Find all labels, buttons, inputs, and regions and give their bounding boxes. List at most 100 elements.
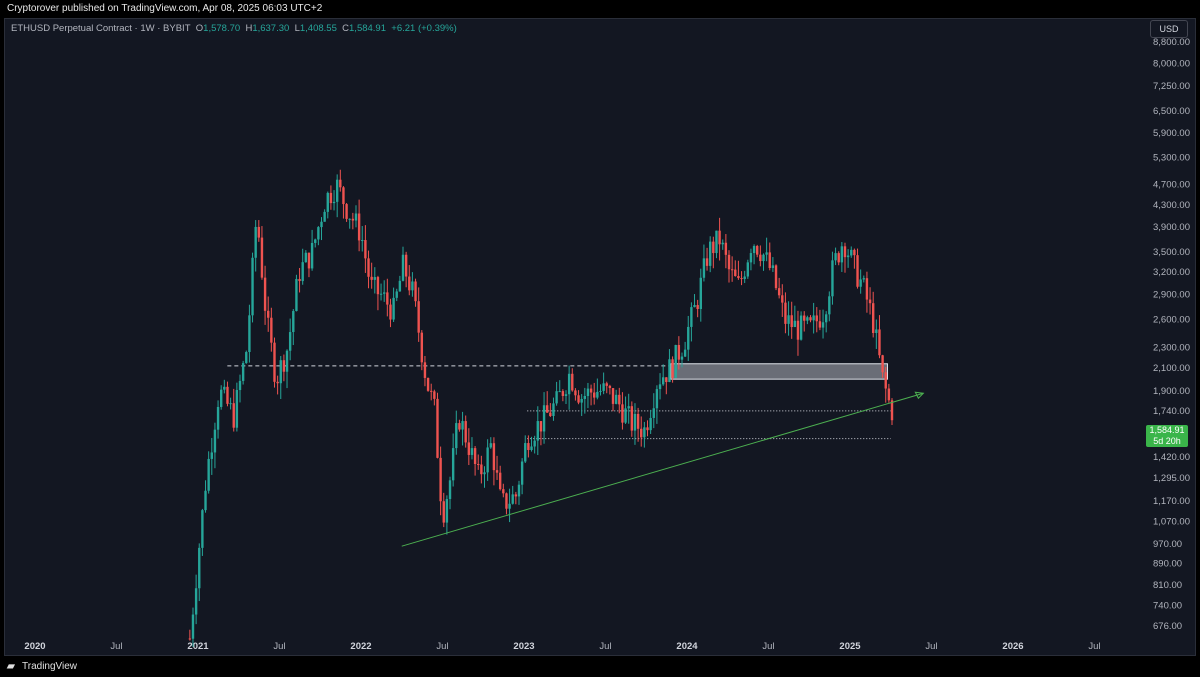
candle-body	[298, 278, 301, 282]
y-tick-label: 1,420.00	[1153, 452, 1190, 463]
y-tick-label: 2,300.00	[1153, 342, 1190, 353]
candle-body	[589, 388, 593, 393]
candle-body	[194, 588, 198, 615]
candle-body	[326, 192, 329, 212]
candle-body	[749, 253, 753, 263]
chart-pane[interactable]	[4, 18, 1196, 656]
candle-body	[204, 490, 207, 511]
candle-body	[229, 403, 232, 405]
candle-body	[508, 503, 511, 509]
candle-body	[270, 317, 273, 343]
candle-body	[267, 310, 270, 318]
currency-button[interactable]: USD	[1150, 20, 1188, 38]
candle-body	[263, 277, 267, 311]
candle-body	[426, 377, 430, 391]
open-label: O	[195, 23, 204, 34]
candle-body	[818, 321, 822, 328]
y-tick-label: 810.00	[1153, 580, 1182, 591]
y-tick-label: 970.00	[1153, 539, 1182, 550]
candle-body	[871, 303, 875, 334]
candle-body	[743, 276, 746, 280]
candle-body	[618, 394, 621, 405]
candle-body	[492, 443, 496, 471]
candle-body	[373, 277, 376, 280]
candle-body	[602, 383, 605, 391]
candle-body	[226, 386, 229, 404]
candle-body	[599, 390, 602, 392]
candle-body	[451, 448, 455, 481]
x-tick-label: Jul	[599, 641, 611, 652]
candle-body	[674, 344, 677, 378]
x-tick-label: 2026	[1002, 641, 1023, 652]
support-trendline	[401, 392, 924, 547]
candle-body	[254, 226, 257, 258]
candle-body	[759, 254, 762, 262]
candle-body	[787, 315, 790, 324]
candle-body	[843, 246, 847, 258]
candle-body	[708, 241, 712, 266]
candle-body	[436, 398, 439, 458]
low-value: 1,408.55	[299, 23, 337, 34]
candle-body	[430, 390, 433, 392]
candle-body	[796, 320, 800, 340]
candle-body	[730, 269, 734, 271]
candle-body	[549, 412, 552, 417]
candle-body	[524, 443, 527, 462]
candle-body	[596, 391, 599, 398]
symbol-title[interactable]: ETHUSD Perpetual Contract · 1W · BYBIT	[11, 23, 191, 34]
candle-body	[781, 295, 784, 303]
candle-body	[724, 242, 728, 255]
candle-body	[555, 391, 558, 404]
x-tick-label: Jul	[273, 641, 285, 652]
candle-body	[643, 427, 646, 438]
candle-body	[238, 380, 242, 391]
candle-body	[831, 260, 834, 297]
candle-body	[210, 452, 213, 459]
candle-body	[734, 269, 737, 277]
bar-countdown: 5d 20h	[1153, 436, 1181, 446]
y-tick-label: 890.00	[1153, 558, 1182, 569]
candle-body	[564, 394, 568, 396]
candle-body	[307, 252, 311, 269]
candle-body	[245, 352, 248, 364]
candle-body	[304, 252, 308, 263]
candle-body	[354, 213, 358, 221]
x-tick-label: 2023	[513, 641, 534, 652]
candle-body	[473, 448, 477, 465]
y-tick-label: 4,300.00	[1153, 200, 1190, 211]
candle-body	[803, 315, 806, 321]
candle-body	[335, 179, 339, 202]
x-tick-label: 2021	[187, 641, 209, 652]
candle-body	[552, 403, 555, 417]
candle-body	[530, 446, 533, 451]
close-value: 1,584.91	[349, 23, 386, 34]
last-price-tag: 1,584.91 5d 20h	[1146, 425, 1188, 447]
candle-body	[339, 179, 342, 188]
candle-body	[577, 395, 580, 403]
candle-body	[765, 252, 768, 255]
candle-body	[279, 360, 282, 384]
y-tick-label: 7,250.00	[1153, 81, 1190, 92]
candle-body	[574, 390, 577, 396]
candle-body	[480, 464, 483, 475]
candle-body	[649, 417, 652, 431]
candle-body	[317, 227, 320, 240]
candle-body	[878, 329, 881, 356]
x-tick-label: Jul	[925, 641, 937, 652]
candle-body	[721, 242, 724, 245]
candle-body	[683, 349, 687, 357]
candle-body	[232, 403, 235, 428]
tradingview-logo-icon[interactable]: ▰	[7, 661, 15, 672]
candle-body	[624, 408, 627, 423]
candle-body	[715, 230, 718, 254]
footer-brand[interactable]: TradingView	[22, 661, 78, 672]
candle-body	[310, 242, 314, 269]
change-value: +6.21 (+0.39%)	[391, 23, 457, 34]
candle-body	[455, 423, 458, 449]
candle-body	[646, 427, 649, 431]
candle-body	[439, 457, 442, 502]
candle-body	[301, 262, 304, 282]
candle-body	[295, 278, 298, 312]
candle-body	[191, 614, 195, 639]
